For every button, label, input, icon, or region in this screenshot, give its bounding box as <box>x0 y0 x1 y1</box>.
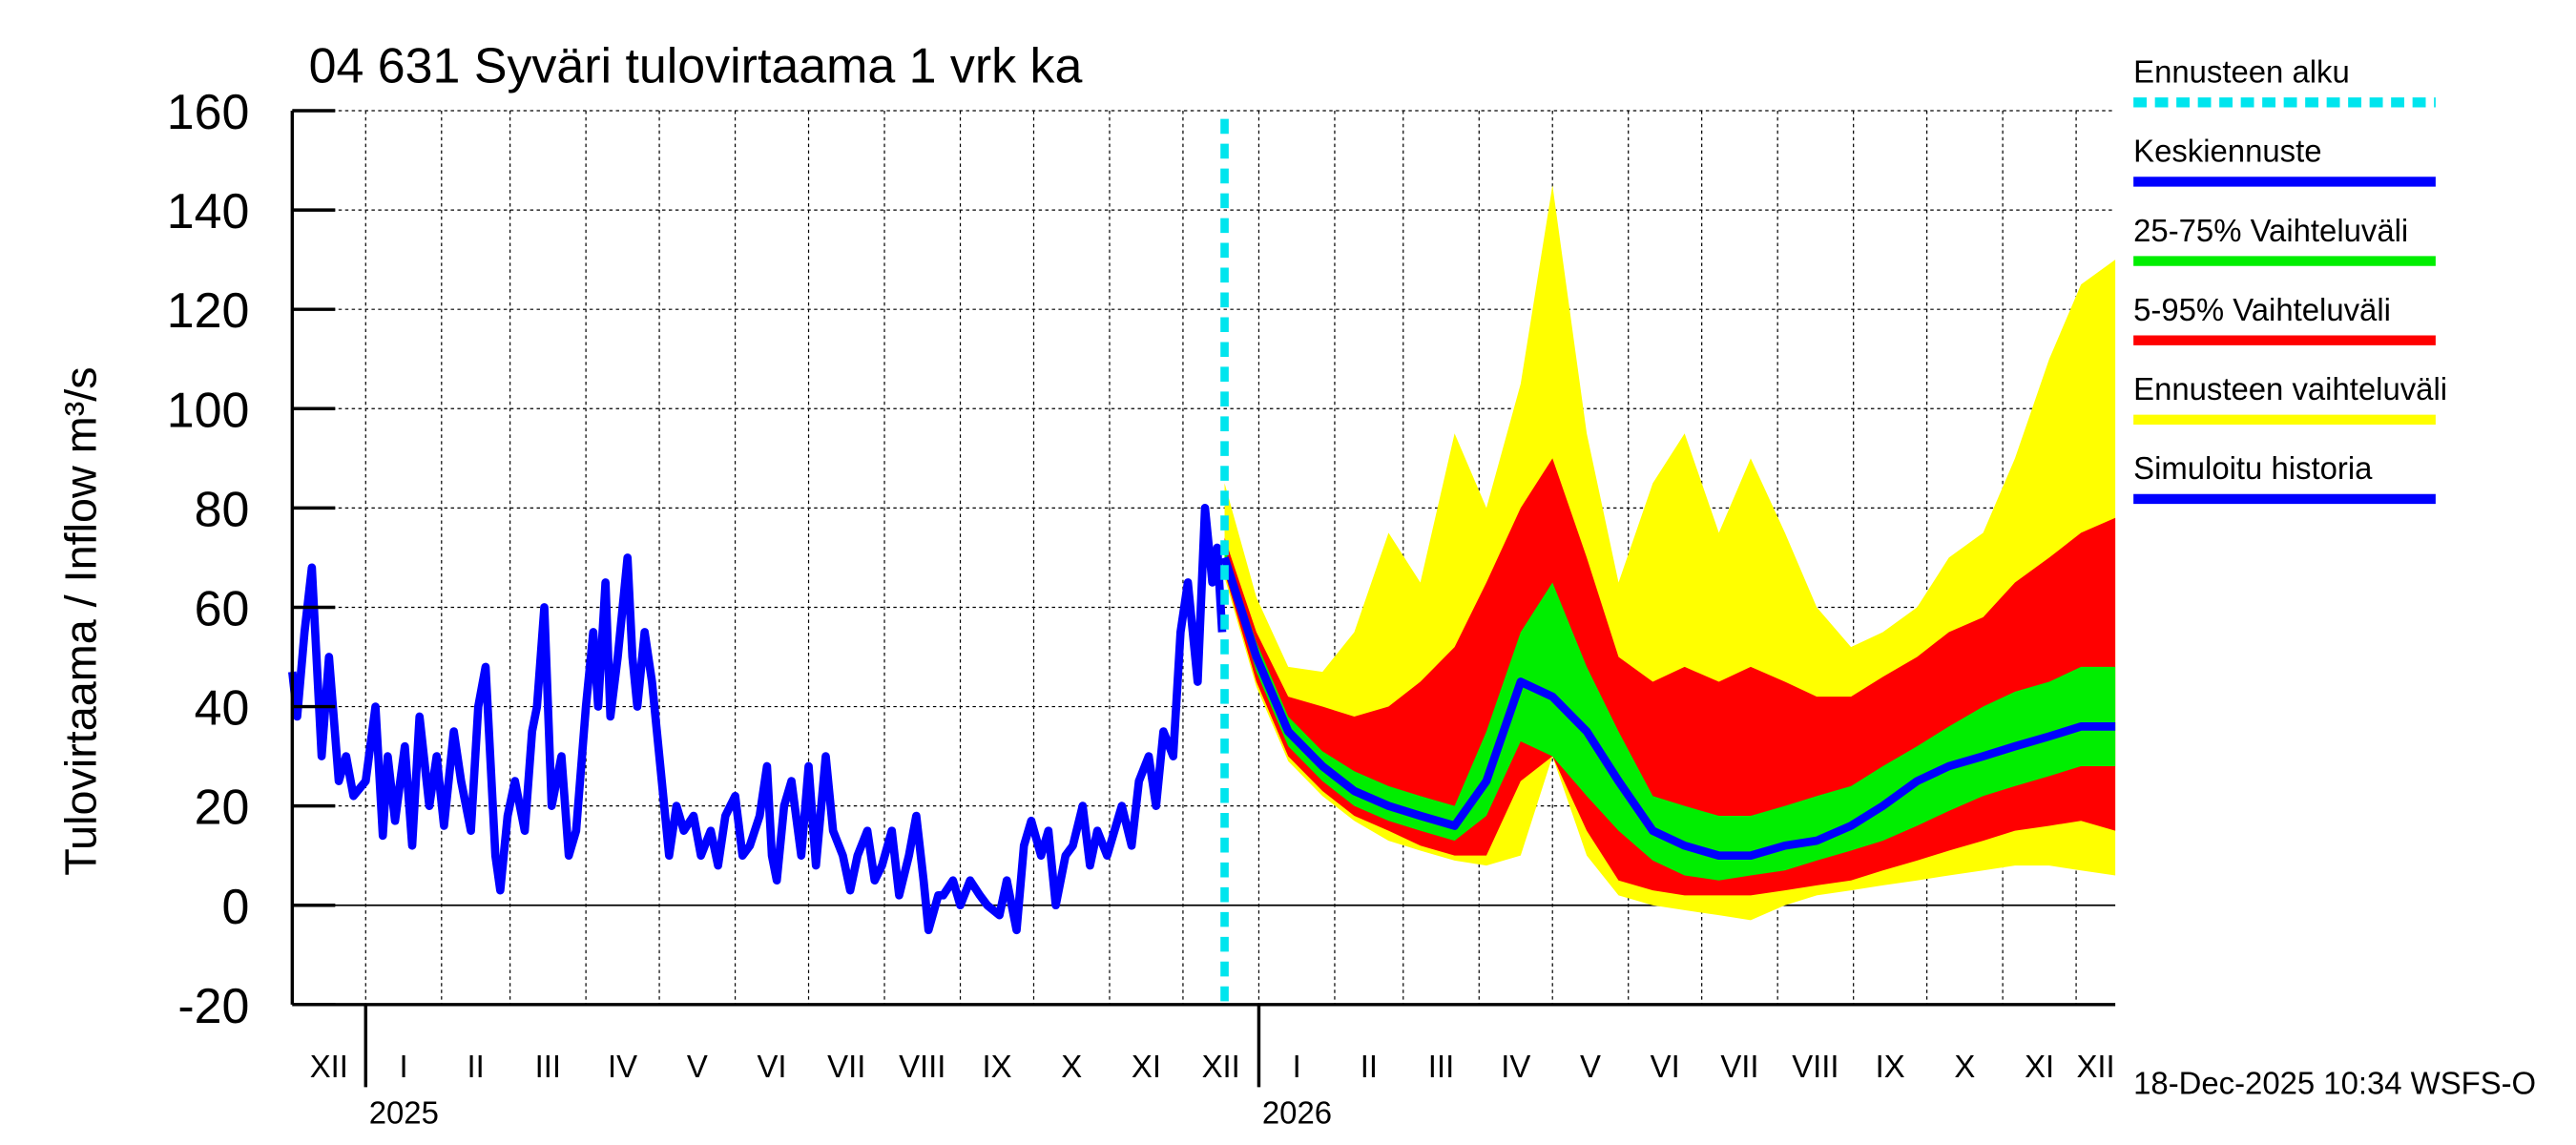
month-label: VII <box>1720 1049 1758 1084</box>
median-forecast-line <box>1220 556 2116 861</box>
month-label: IX <box>1876 1049 1905 1084</box>
month-label: VI <box>758 1049 787 1084</box>
y-tick-label: 60 <box>195 581 250 636</box>
y-tick-label: 40 <box>195 681 250 737</box>
month-label: VIII <box>899 1049 945 1084</box>
y-tick-label: 20 <box>195 781 250 836</box>
forecast-bands <box>1224 185 2116 921</box>
legend-label: Simuloitu historia <box>2133 450 2373 486</box>
month-label: II <box>467 1049 485 1084</box>
year-label: 2026 <box>1262 1094 1332 1130</box>
y-tick-label: 0 <box>221 880 249 935</box>
series-lines <box>288 118 2116 1005</box>
y-tick-label: 160 <box>167 85 250 140</box>
month-label: XI <box>2025 1049 2054 1084</box>
legend-label: 25-75% Vaihteluväli <box>2133 213 2408 248</box>
month-label: IX <box>982 1049 1011 1084</box>
legend: Ennusteen alku Keskiennuste 25-75% Vaihtel… <box>2133 54 2447 505</box>
month-label: XII <box>1202 1049 1240 1084</box>
legend-label: Keskiennuste <box>2133 134 2321 169</box>
month-label: IV <box>1501 1049 1530 1084</box>
history-line <box>288 504 1227 935</box>
month-label: X <box>1954 1049 1975 1084</box>
month-label: III <box>1428 1049 1454 1084</box>
legend-label: Ennusteen vaihteluväli <box>2133 371 2447 406</box>
month-label: XII <box>2077 1049 2115 1084</box>
month-label: V <box>1580 1049 1601 1084</box>
month-label: V <box>687 1049 708 1084</box>
y-tick-label: -20 <box>177 979 249 1034</box>
month-label: III <box>535 1049 561 1084</box>
y-tick-label: 80 <box>195 482 250 537</box>
y-tick-label: 140 <box>167 184 250 239</box>
y-tick-label: 120 <box>167 283 250 339</box>
month-label: X <box>1061 1049 1082 1084</box>
month-label: I <box>1293 1049 1301 1084</box>
month-label: I <box>399 1049 407 1084</box>
month-label: IV <box>608 1049 637 1084</box>
month-label: XI <box>1132 1049 1161 1084</box>
month-label: VIII <box>1792 1049 1839 1084</box>
month-label: II <box>1361 1049 1378 1084</box>
timestamp: 18-Dec-2025 10:34 WSFS-O <box>2133 1065 2536 1100</box>
month-label: XII <box>310 1049 348 1084</box>
legend-label: Ennusteen alku <box>2133 54 2350 90</box>
y-tick-label: 100 <box>167 383 250 438</box>
month-label: VII <box>827 1049 865 1084</box>
y-axis-label: Tulovirtaama / Inflow m³/s <box>55 366 105 875</box>
legend-label: 5-95% Vaihteluväli <box>2133 292 2391 327</box>
month-label: VI <box>1651 1049 1680 1084</box>
chart-title: 04 631 Syväri tulovirtaama 1 vrk ka <box>309 39 1083 94</box>
year-label: 2025 <box>369 1094 439 1130</box>
